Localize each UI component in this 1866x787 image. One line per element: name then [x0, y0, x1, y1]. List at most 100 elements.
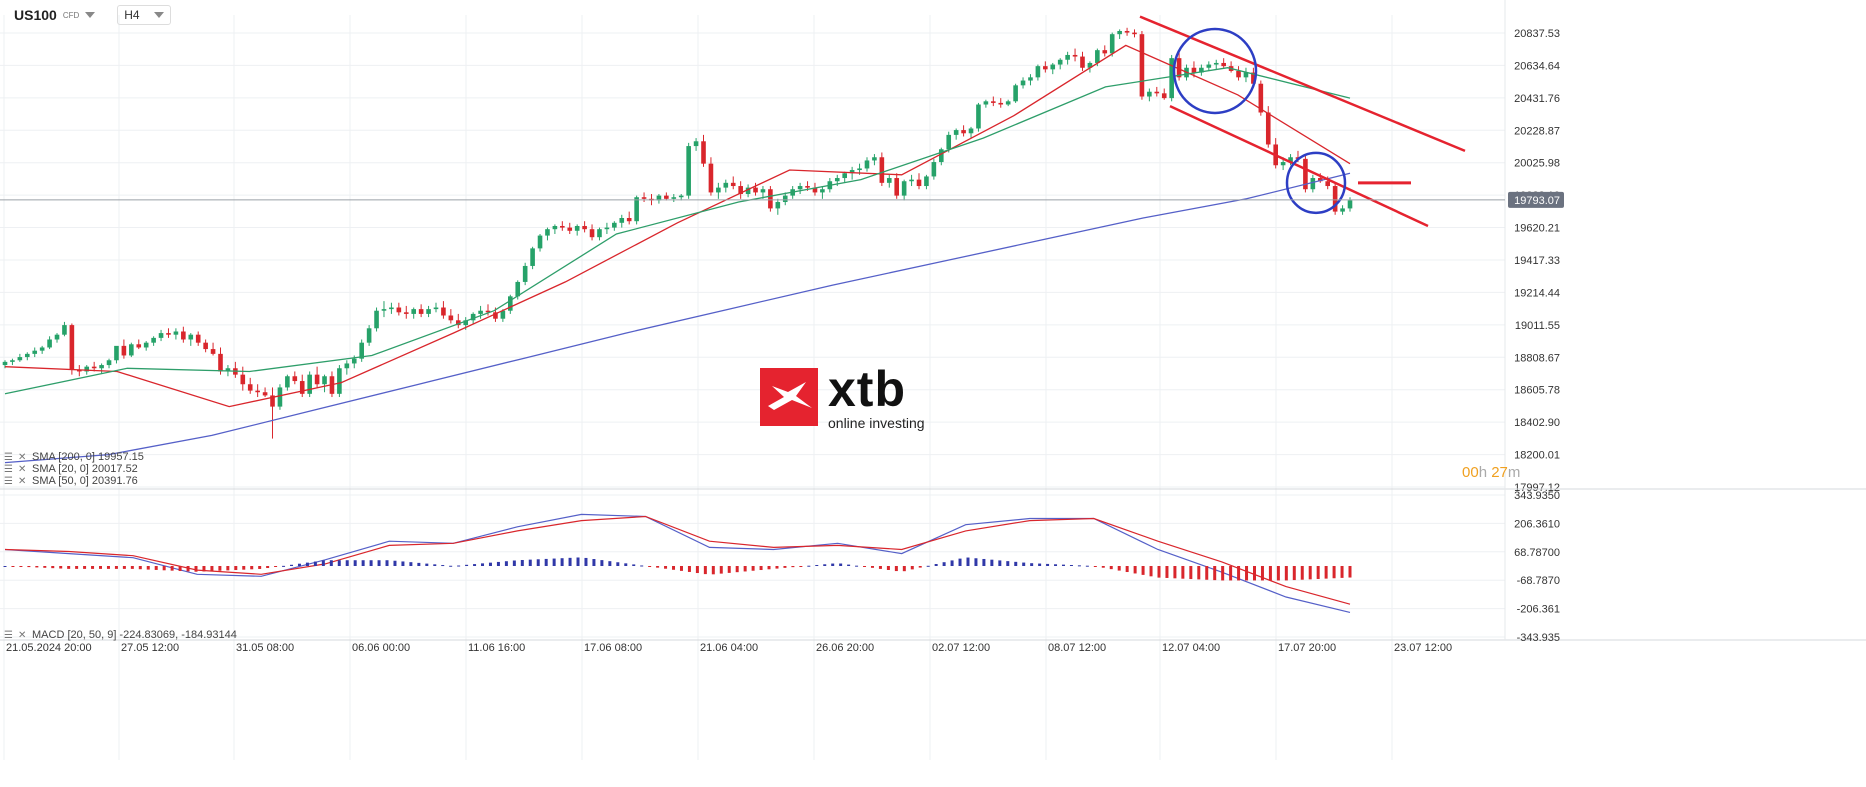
macd-histogram-bar — [648, 566, 652, 567]
symbol-selector[interactable]: US100 CFD — [14, 7, 96, 23]
macd-histogram-bar — [178, 566, 182, 572]
candle-body — [597, 229, 602, 238]
macd-histogram-bar — [600, 560, 604, 566]
macd-histogram-bar — [329, 560, 333, 566]
timeframe-selector[interactable]: H4 — [117, 5, 171, 25]
macd-histogram-bar — [1149, 566, 1153, 577]
candle-body — [701, 141, 706, 164]
candle-body — [842, 173, 847, 179]
candle-body — [1332, 186, 1338, 212]
macd-histogram-bar — [775, 566, 779, 569]
macd-histogram-bar — [297, 563, 301, 566]
macd-pane — [3, 513, 1352, 613]
candle-body — [530, 248, 535, 266]
macd-tick-label: -68.7870 — [1517, 575, 1560, 587]
macd-tick-label: 68.78700 — [1514, 547, 1560, 559]
candle-body — [210, 349, 216, 354]
macd-histogram-bar — [799, 566, 803, 567]
macd-histogram-bar — [847, 564, 851, 566]
candle-body — [664, 195, 669, 199]
candle-body — [84, 366, 90, 372]
macd-histogram-bar — [226, 566, 230, 571]
candle-body — [916, 179, 922, 187]
candle-body — [560, 225, 565, 228]
candle-body — [247, 384, 253, 391]
candle-body — [508, 296, 513, 311]
macd-histogram-bar — [290, 564, 294, 566]
macd-histogram-bar — [99, 566, 103, 569]
candle-body — [1347, 200, 1353, 209]
macd-histogram-bar — [282, 565, 286, 567]
macd-histogram-bar — [1316, 566, 1320, 579]
macd-histogram-bar — [934, 563, 938, 566]
chevron-down-icon — [153, 12, 164, 18]
candle-body — [1132, 32, 1137, 35]
candle-body — [24, 353, 30, 358]
candle-body — [493, 312, 498, 319]
candle-body — [151, 337, 156, 343]
macd-histogram-bar — [313, 561, 317, 566]
macd-histogram-bar — [353, 560, 357, 566]
candle-body — [1050, 64, 1056, 70]
macd-line — [4, 513, 1351, 613]
macd-histogram-bar — [202, 566, 206, 572]
macd-histogram-bar — [958, 558, 962, 566]
legend-sma200[interactable]: ☰ ✕ SMA [200, 0] 19957.15 — [4, 451, 144, 463]
candle-body — [552, 225, 558, 230]
legend-macd[interactable]: ☰ ✕ MACD [20, 50, 9] -224.83069, -184.93… — [4, 629, 237, 641]
candle-body — [344, 363, 350, 369]
candle-body — [768, 189, 773, 209]
macd-histogram-bar — [568, 557, 572, 566]
macd-histogram-bar — [831, 563, 835, 566]
candle-body — [968, 128, 974, 134]
candle-body — [619, 218, 625, 223]
macd-histogram-bar — [1030, 563, 1034, 566]
macd-histogram-bar — [1022, 562, 1026, 566]
candle-body — [612, 222, 617, 228]
candle-body — [262, 392, 268, 396]
macd-histogram-bar — [194, 566, 198, 572]
macd-histogram-bar — [592, 559, 596, 566]
macd-histogram-bar — [449, 565, 453, 567]
candle-body — [403, 312, 409, 314]
macd-histogram-bar — [863, 566, 867, 567]
legend-sma50[interactable]: ☰ ✕ SMA [50, 0] 20391.76 — [4, 475, 138, 487]
price-tick-label: 18605.78 — [1514, 385, 1560, 397]
macd-tick-label: 206.3610 — [1514, 518, 1560, 530]
toolbar: US100 CFD H4 — [0, 0, 171, 30]
candle-body — [1176, 58, 1182, 78]
macd-histogram-bar — [11, 566, 15, 567]
candle-body — [418, 309, 424, 314]
candle-body — [1087, 62, 1093, 68]
candle-body — [1340, 208, 1345, 212]
candle-body — [626, 218, 632, 222]
candle-body — [351, 358, 357, 364]
macd-histogram-bar — [1252, 566, 1256, 581]
macd-histogram-bar — [361, 560, 365, 566]
macd-histogram-bar — [1069, 564, 1073, 566]
macd-histogram-bar — [544, 558, 548, 566]
macd-histogram-bar — [878, 566, 882, 569]
candle-body — [17, 357, 23, 361]
candle-body — [1288, 157, 1293, 163]
close-icon: ✕ — [18, 629, 27, 641]
macd-histogram-bar — [584, 557, 588, 566]
candle-body — [1251, 72, 1256, 84]
macd-histogram-bar — [926, 565, 930, 567]
legend-label: SMA [50, 0] 20391.76 — [32, 475, 138, 487]
time-tick-label: 17.07 20:00 — [1278, 642, 1336, 654]
macd-histogram-bar — [1229, 566, 1233, 581]
macd-histogram-bar — [481, 563, 485, 566]
macd-histogram-bar — [918, 566, 922, 568]
candle-body — [285, 376, 290, 388]
macd-histogram-bar — [91, 566, 95, 569]
macd-histogram-bar — [982, 558, 986, 566]
macd-histogram-bar — [401, 561, 405, 566]
legend-sma20[interactable]: ☰ ✕ SMA [20, 0] 20017.52 — [4, 463, 138, 475]
candle-body — [1206, 64, 1212, 68]
macd-histogram-bar — [170, 566, 174, 571]
time-tick-label: 08.07 12:00 — [1048, 642, 1106, 654]
macd-histogram-bar — [337, 560, 341, 566]
macd-histogram-bar — [616, 562, 620, 566]
